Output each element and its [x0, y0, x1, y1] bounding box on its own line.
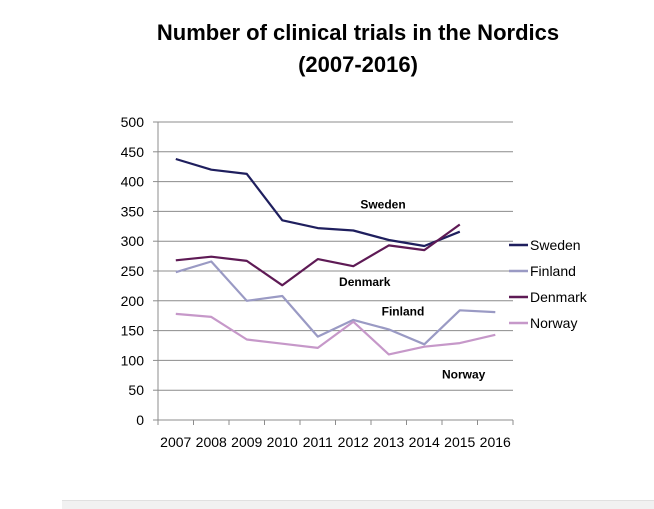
annotation-denmark: Denmark [339, 275, 391, 289]
y-tick-label: 150 [121, 323, 145, 339]
x-tick-label: 2016 [480, 434, 511, 450]
y-tick-label: 450 [121, 144, 145, 160]
legend-label-sweden: Sweden [530, 237, 581, 253]
series-lines [175, 157, 496, 356]
legend: Sweden Finland Denmark Norway [509, 237, 588, 331]
series-line-sweden [175, 157, 461, 248]
y-axis-ticks: 0 50 100 150 200 250 300 350 400 450 500 [121, 114, 158, 428]
y-tick-label: 50 [128, 382, 144, 398]
y-tick-label: 200 [121, 293, 145, 309]
x-tick-label: 2012 [338, 434, 369, 450]
series-line-finland [175, 260, 496, 346]
x-tick-label: 2013 [373, 434, 404, 450]
y-tick-label: 0 [136, 412, 144, 428]
x-tick-label: 2010 [267, 434, 298, 450]
legend-label-norway: Norway [530, 315, 577, 331]
x-tick-label: 2011 [303, 434, 333, 450]
chart-subtitle: (2007-2016) [298, 52, 418, 77]
legend-label-finland: Finland [530, 263, 576, 279]
annotation-finland: Finland [382, 305, 425, 319]
gridlines [158, 121, 513, 391]
x-tick-label: 2014 [409, 434, 440, 450]
x-tick-label: 2015 [444, 434, 475, 450]
bottom-scrollbar [62, 500, 654, 509]
x-tick-label: 2007 [160, 434, 191, 450]
axes [157, 122, 513, 421]
y-tick-label: 100 [121, 352, 145, 368]
y-tick-label: 400 [121, 174, 145, 190]
y-tick-label: 350 [121, 203, 145, 219]
annotation-norway: Norway [442, 367, 486, 381]
series-line-denmark [175, 223, 461, 287]
legend-label-denmark: Denmark [530, 289, 588, 305]
x-axis-ticks: 2007 2008 2009 2010 2011 2012 2013 2014 2015 2016 [157, 420, 514, 450]
x-tick-label: 2008 [196, 434, 227, 450]
chart-title: Number of clinical trials in the Nordics [157, 20, 559, 45]
x-tick-label: 2009 [231, 434, 262, 450]
y-tick-label: 500 [121, 114, 145, 130]
annotations: Sweden Denmark Finland Norway [339, 197, 486, 381]
y-tick-label: 300 [121, 233, 145, 249]
series-line-norway [175, 312, 496, 356]
annotation-sweden: Sweden [360, 197, 405, 211]
y-tick-label: 250 [121, 263, 145, 279]
